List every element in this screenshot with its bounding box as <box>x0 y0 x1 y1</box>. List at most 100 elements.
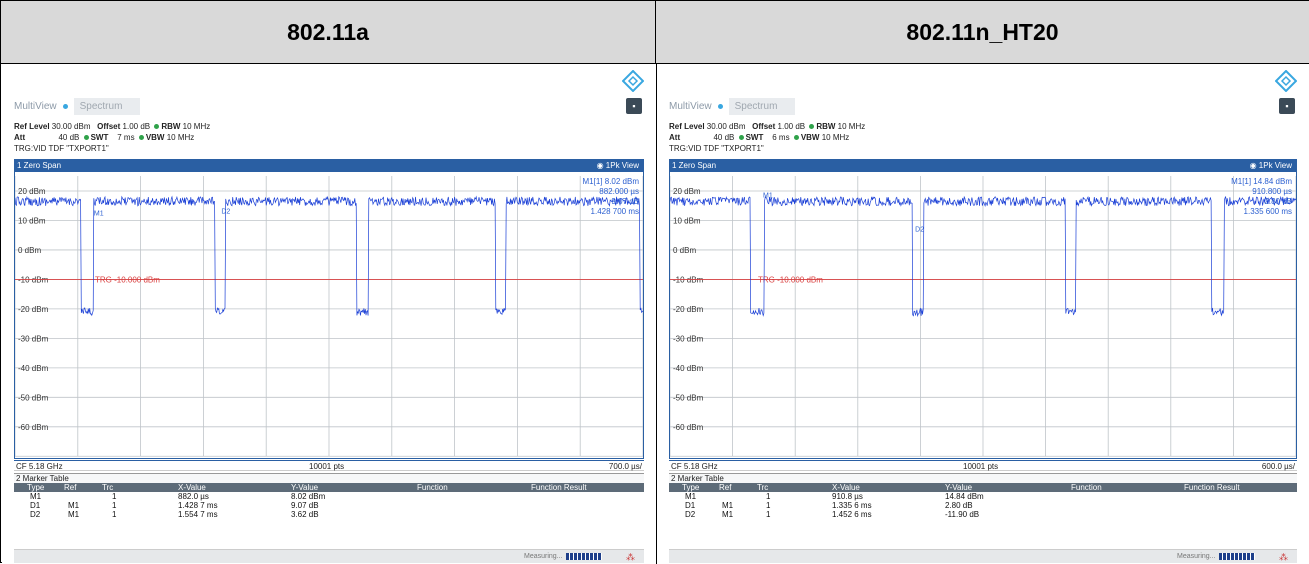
marker-table-cell: M1 <box>68 510 80 519</box>
y-axis-label: 20 dBm <box>673 187 701 196</box>
plot-footer: CF 5.18 GHz 10001 pts 600.0 µs/ <box>669 460 1297 471</box>
marker-table-cell: M1 <box>68 501 80 510</box>
marker-table-cell: M1 <box>685 492 697 501</box>
tab-spectrum[interactable]: Spectrum <box>728 97 796 115</box>
marker-table-col-function-result: Function Result <box>1184 483 1240 492</box>
marker-table-row: D1 M1 1 1.335 6 ms 2.80 dB <box>669 501 1297 510</box>
warning-icon: ⁂ <box>626 552 635 562</box>
progress-indicator <box>1219 553 1255 560</box>
marker-table-col-trc: Trc <box>102 483 114 492</box>
marker-table: 2 Marker Table Type Ref Trc X-Value Y-Value Fu… <box>14 473 644 519</box>
y-axis-label: 0 dBm <box>18 246 41 255</box>
marker-table-col-function-result: Function Result <box>531 483 587 492</box>
y-axis-label: -20 dBm <box>18 305 49 314</box>
multiview-indicator-dot <box>717 103 723 109</box>
marker-table-cell: D2 <box>30 510 41 519</box>
marker-readout-name: M1[1] 14.84 dBm <box>1231 177 1292 186</box>
marker-readout-d1-x: 1.335 600 ms <box>1244 207 1292 216</box>
multiview-title: MultiView <box>14 100 57 112</box>
y-axis-label: -30 dBm <box>18 334 49 343</box>
marker-table-cell: 9.07 dB <box>291 501 319 510</box>
marker-table-cell: 882.0 µs <box>178 492 209 501</box>
trace-marker-d2: D2 <box>221 208 230 215</box>
window-title: 1 Zero Span <box>672 161 717 170</box>
analyzer-screenshot-802-11n-ht20: MultiView Spectrum ▪ Ref Level 30.00 dBm Of… <box>657 64 1309 564</box>
center-frequency: CF 5.18 GHz <box>16 462 63 471</box>
marker-table-title: 2 Marker Table <box>14 473 644 483</box>
sweep-points: 10001 pts <box>309 462 345 471</box>
marker-table-row: D1 M1 1 1.428 7 ms 9.07 dB <box>14 501 644 510</box>
marker-table-col-ref: Ref <box>64 483 77 492</box>
marker-table-cell: -11.90 dB <box>945 510 980 519</box>
marker-table-col-type: Type <box>682 483 700 492</box>
time-per-division: 600.0 µs/ <box>1261 462 1295 471</box>
trace-marker-m1: M1 <box>94 210 104 217</box>
marker-table-col-y-value: Y-Value <box>945 483 973 492</box>
status-bar: Measuring... ⁂ <box>14 549 644 563</box>
column-divider <box>656 64 657 564</box>
measurement-trace <box>15 195 643 317</box>
marker-table-cell: 1 <box>766 492 771 501</box>
y-axis-label: -60 dBm <box>18 423 49 432</box>
y-axis-label: -50 dBm <box>18 393 49 402</box>
zero-span-window: 1 Zero Span ◉ 1Pk View 20 dBm 10 dBm 0 dBm -1… <box>669 159 1297 459</box>
marker-table-col-trc: Trc <box>757 483 769 492</box>
y-axis-label: -10 dBm <box>18 275 49 284</box>
multiview-bar: MultiView Spectrum <box>669 96 796 116</box>
measurement-trace <box>670 195 1296 318</box>
menu-button[interactable]: ▪ <box>626 98 642 114</box>
marker-table-cell: 1.452 6 ms <box>832 510 872 519</box>
zero-span-plot[interactable]: 20 dBm 10 dBm 0 dBm -10 dBm -20 dBm -30 dBm -4… <box>15 172 643 460</box>
marker-table-cell: 2.80 dB <box>945 501 973 510</box>
marker-table-cell: 1.335 6 ms <box>832 501 872 510</box>
marker-table-col-x-value: X-Value <box>832 483 860 492</box>
zero-span-window: 1 Zero Span ◉ 1Pk View 20 dBm 10 dBm 0 dBm -1… <box>14 159 644 459</box>
menu-button[interactable]: ▪ <box>1279 98 1295 114</box>
marker-readout-d1-x: 1.428 700 ms <box>591 207 639 216</box>
measuring-status: Measuring... <box>1177 553 1216 560</box>
view-mode: ◉ 1Pk View <box>1249 161 1292 170</box>
measuring-status: Measuring... <box>524 553 563 560</box>
marker-table: 2 Marker Table Type Ref Trc X-Value Y-Value Fu… <box>669 473 1297 519</box>
marker-table-cell: 8.02 dBm <box>291 492 326 501</box>
header-802-11a: 802.11a <box>1 1 656 63</box>
measurement-parameters: Ref Level 30.00 dBm Offset 1.00 dB RBW 1… <box>14 122 211 153</box>
measurement-parameters: Ref Level 30.00 dBm Offset 1.00 dB RBW 1… <box>669 122 866 153</box>
view-mode: ◉ 1Pk View <box>596 161 639 170</box>
y-axis-label: 20 dBm <box>18 187 46 196</box>
multiview-title: MultiView <box>669 100 712 112</box>
trigger-level-label: TRG -10.000 dBm <box>758 275 823 284</box>
marker-readout-x: 910.800 µs <box>1252 187 1292 196</box>
y-axis-label: -30 dBm <box>673 334 704 343</box>
tab-spectrum[interactable]: Spectrum <box>73 97 141 115</box>
trace-marker-m1: M1 <box>763 192 773 199</box>
center-frequency: CF 5.18 GHz <box>671 462 718 471</box>
marker-table-cell: D2 <box>685 510 696 519</box>
marker-table-row: M1 1 910.8 µs 14.84 dBm <box>669 492 1297 501</box>
y-axis-label: 0 dBm <box>673 246 696 255</box>
marker-table-row: M1 1 882.0 µs 8.02 dBm <box>14 492 644 501</box>
marker-readout-x: 882.000 µs <box>599 187 639 196</box>
y-axis-label: -20 dBm <box>673 305 704 314</box>
marker-table-cell: D1 <box>685 501 696 510</box>
marker-table-header: Type Ref Trc X-Value Y-Value Function Function… <box>669 483 1297 492</box>
multiview-indicator-dot <box>62 103 68 109</box>
y-axis-label: -40 dBm <box>673 364 704 373</box>
marker-table-title: 2 Marker Table <box>669 473 1297 483</box>
zero-span-plot[interactable]: 20 dBm 10 dBm 0 dBm -10 dBm -20 dBm -30 dBm -4… <box>670 172 1296 460</box>
marker-table-header: Type Ref Trc X-Value Y-Value Function Function… <box>14 483 644 492</box>
header-802-11n-ht20: 802.11n_HT20 <box>906 18 1059 45</box>
marker-table-cell: M1 <box>722 510 734 519</box>
warning-icon: ⁂ <box>1279 552 1288 562</box>
window-title: 1 Zero Span <box>17 161 62 170</box>
marker-table-cell: 1.428 7 ms <box>178 501 218 510</box>
y-axis-label: 10 dBm <box>18 216 46 225</box>
marker-table-cell: 1.554 7 ms <box>178 510 218 519</box>
header-row: 802.11a 802.11n_HT20 <box>1 1 1309 64</box>
marker-table-cell: 1 <box>112 501 117 510</box>
y-axis-label: -40 dBm <box>18 364 49 373</box>
marker-readout-name: M1[1] 8.02 dBm <box>583 177 640 186</box>
marker-table-cell: 1 <box>112 510 117 519</box>
analyzer-screenshot-802-11a: MultiView Spectrum ▪ Ref Level 30.00 dBm Of… <box>2 64 656 564</box>
